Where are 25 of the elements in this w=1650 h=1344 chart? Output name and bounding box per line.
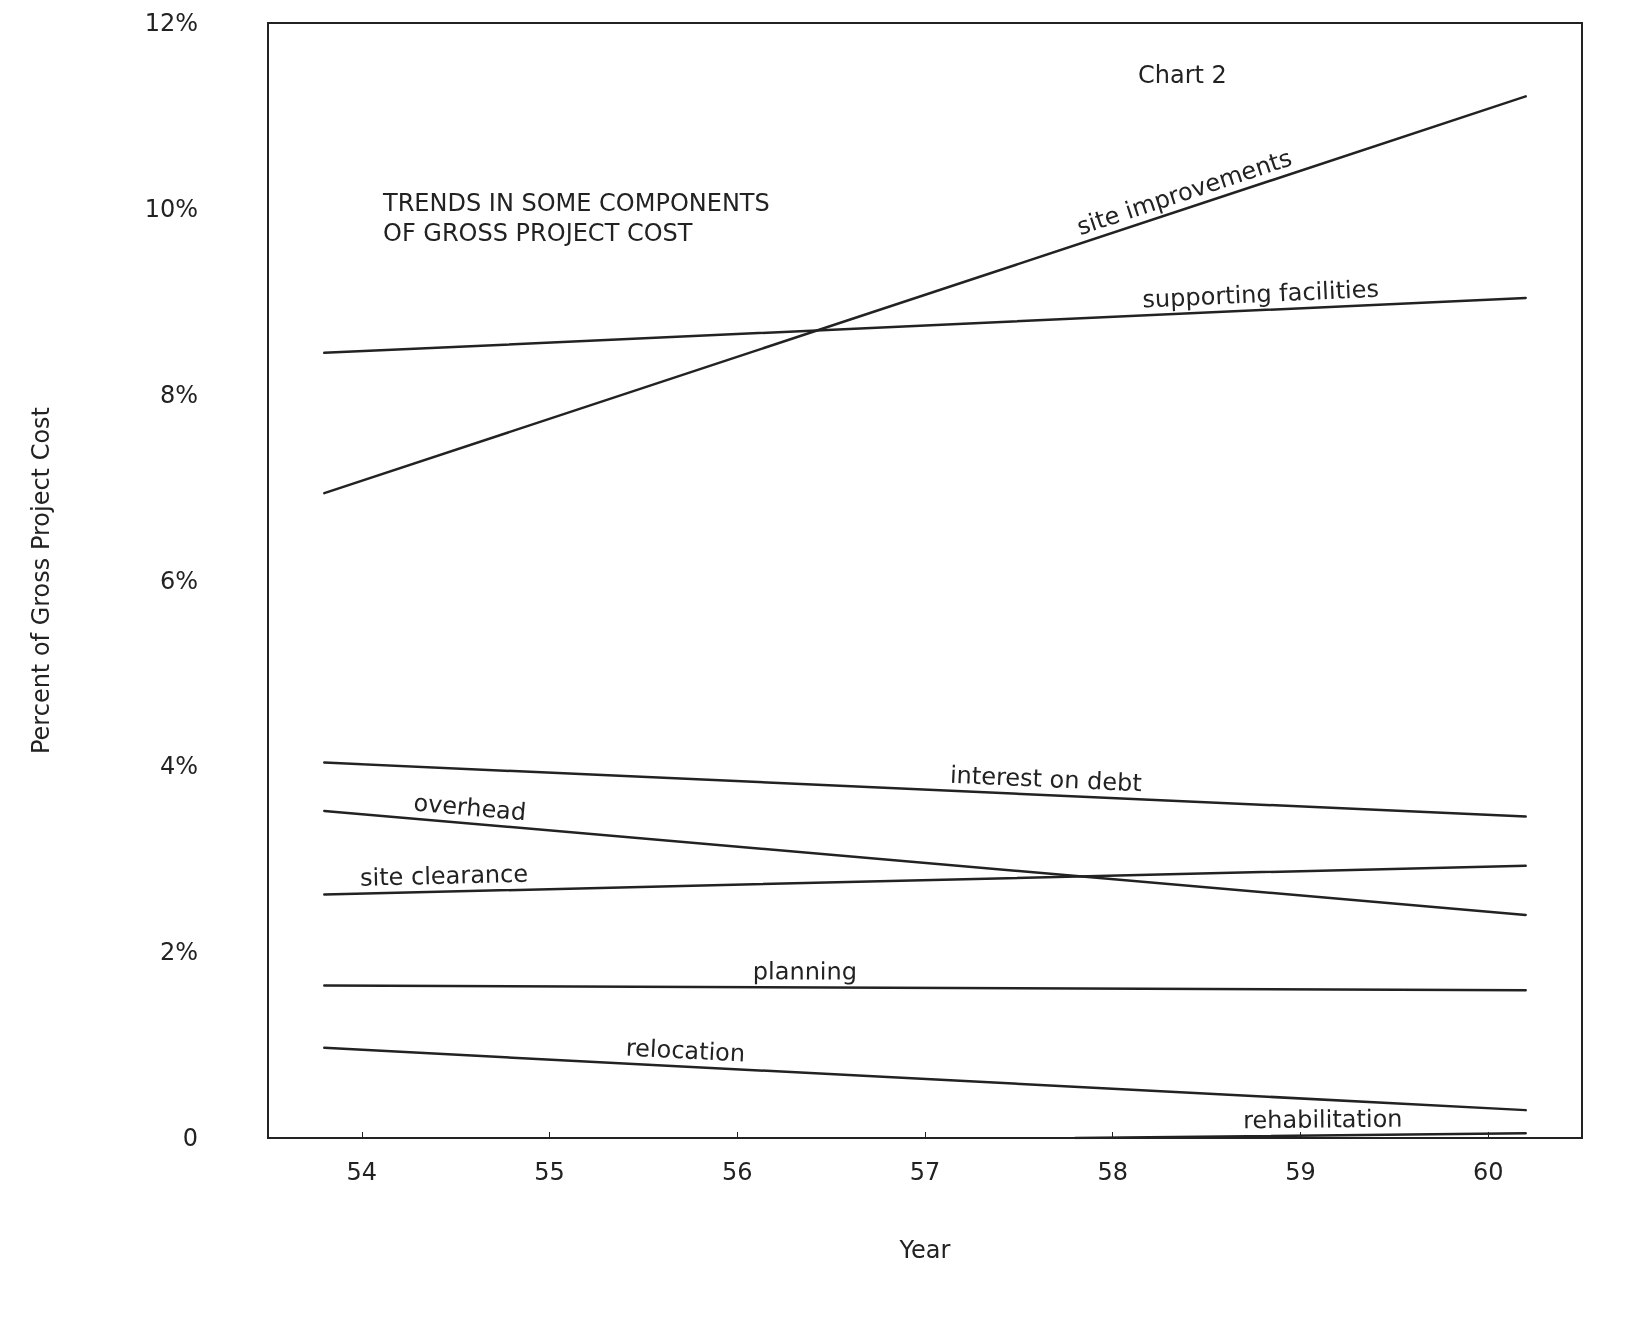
series-label: planning	[752, 957, 858, 986]
series-label: supporting facilities	[1141, 274, 1380, 314]
series-label: interest on debt	[949, 760, 1143, 798]
x-axis-title: Year	[898, 1236, 951, 1264]
y-tick-label: 8%	[159, 380, 198, 409]
x-tick-label: 58	[1097, 1158, 1128, 1186]
text: TRENDS IN SOME COMPONENTS OF GROSS PROJECT COST	[382, 189, 770, 247]
series-label: relocation	[625, 1033, 746, 1068]
y-axis-title: Percent of Gross Project Cost	[27, 406, 55, 755]
y-tick-label: 12%	[144, 9, 198, 37]
x-tick-label: 56	[722, 1158, 753, 1186]
annotation: Chart 2	[1138, 61, 1227, 89]
y-tick-label: 4%	[159, 752, 198, 781]
y-tick-label: 6%	[159, 566, 198, 595]
x-tick-label: 55	[534, 1158, 565, 1186]
series-label: rehabilitation	[1242, 1104, 1403, 1135]
y-tick-label: 0	[182, 1124, 198, 1152]
x-tick-label: 57	[909, 1158, 941, 1186]
series-label: overhead	[412, 788, 528, 827]
x-tick-label: 60	[1472, 1158, 1504, 1186]
y-tick-label: 10%	[144, 194, 198, 223]
x-tick-label: 59	[1285, 1158, 1316, 1186]
y-tick-label: 2%	[159, 938, 198, 967]
x-tick-label: 54	[346, 1158, 378, 1186]
series-label: site clearance	[359, 859, 529, 892]
